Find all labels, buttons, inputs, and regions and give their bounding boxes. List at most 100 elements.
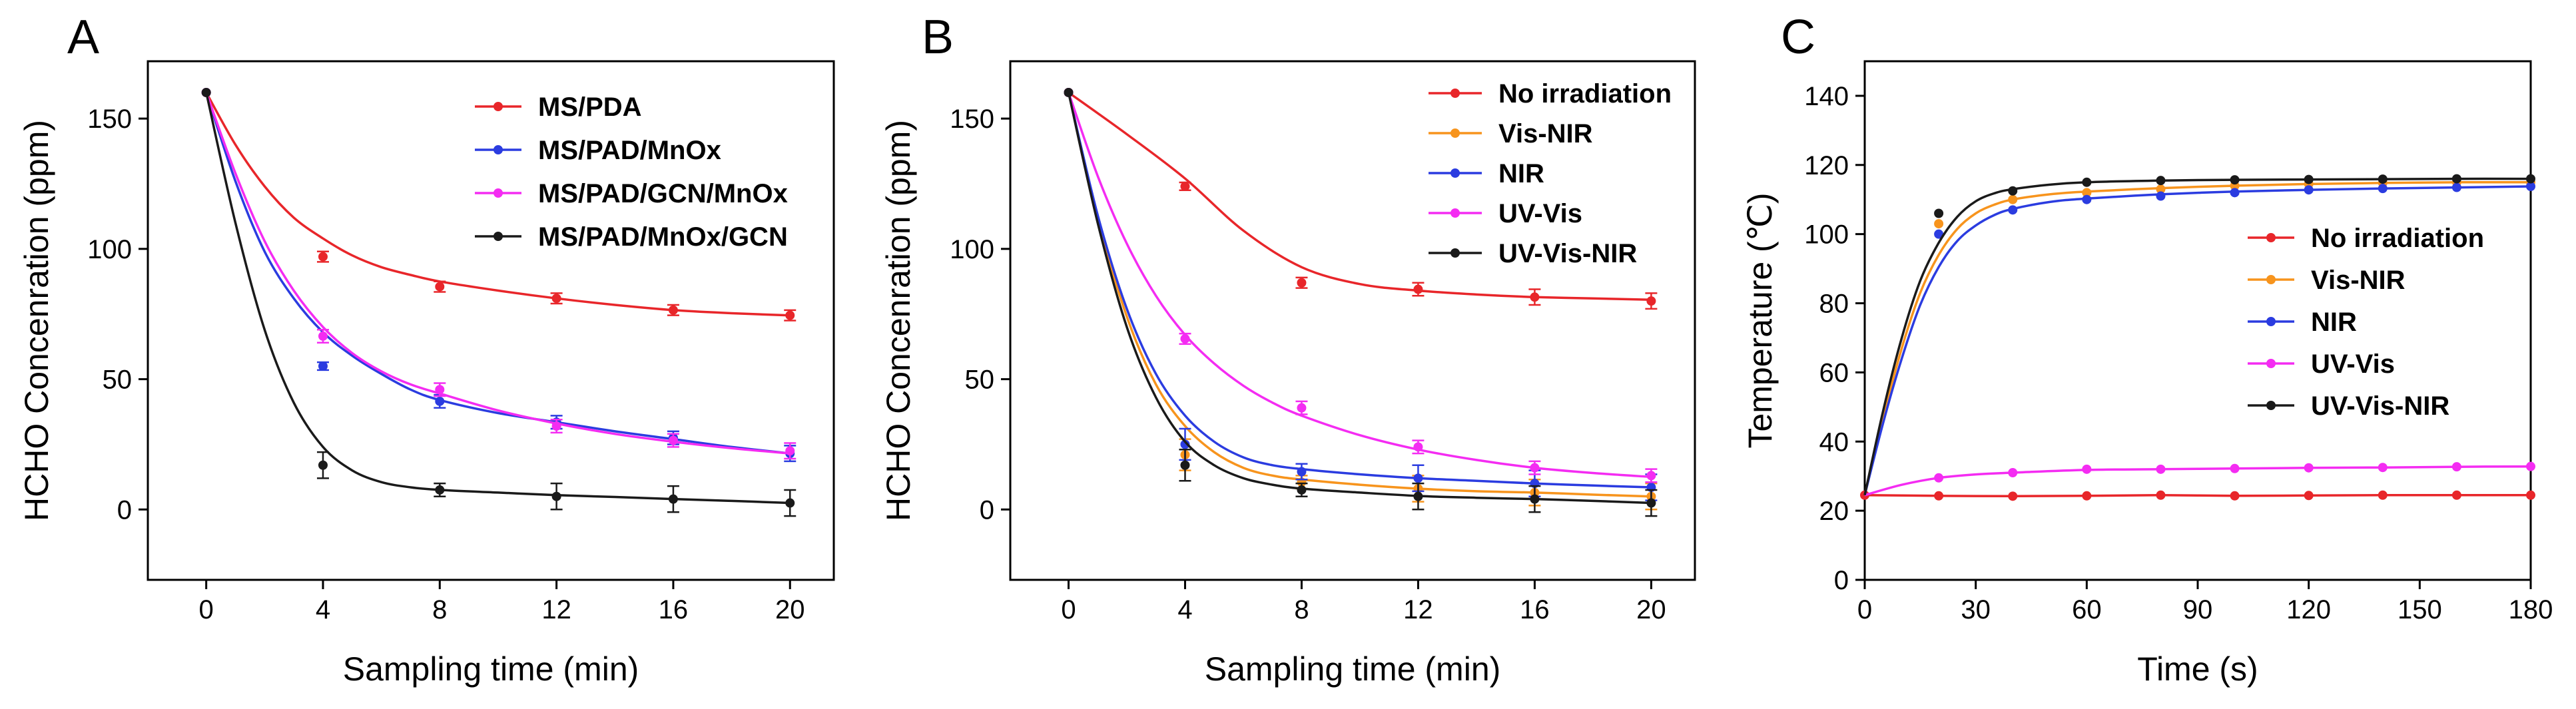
data-point bbox=[1934, 491, 1944, 501]
series-line bbox=[1067, 92, 1652, 498]
x-tick-label: 180 bbox=[2509, 595, 2553, 624]
legend-marker bbox=[493, 102, 503, 111]
series-line bbox=[1863, 185, 2531, 496]
legend-marker bbox=[2266, 233, 2276, 242]
y-tick-label: 100 bbox=[950, 235, 994, 264]
data-point bbox=[2156, 490, 2166, 500]
series-uv-vis bbox=[1064, 87, 1658, 483]
y-axis-label: Temperature (℃) bbox=[1742, 192, 1779, 448]
data-point bbox=[2230, 175, 2240, 185]
x-tick-label: 8 bbox=[1294, 595, 1309, 624]
data-point bbox=[1413, 473, 1423, 483]
data-point bbox=[1297, 278, 1307, 288]
series-line bbox=[1864, 465, 2531, 497]
data-point bbox=[1646, 498, 1656, 508]
series-line bbox=[1864, 494, 2531, 498]
series-line bbox=[1068, 91, 1652, 301]
data-point bbox=[2082, 491, 2092, 501]
data-point bbox=[2304, 185, 2314, 195]
series-no-irradiation bbox=[1860, 490, 2535, 501]
y-tick-label: 120 bbox=[1804, 151, 1849, 180]
data-point bbox=[1413, 442, 1423, 452]
data-point bbox=[2230, 188, 2240, 198]
data-point bbox=[318, 331, 328, 341]
data-point bbox=[2304, 463, 2314, 473]
data-point bbox=[1646, 296, 1656, 306]
data-point bbox=[1413, 284, 1423, 294]
x-tick-label: 20 bbox=[1636, 595, 1666, 624]
chart-panel-a: A 0 4 8 12 16 20 0 50 100 150 Sampling time (min) HC… bbox=[18, 11, 835, 688]
legend-label: NIR bbox=[2311, 308, 2357, 337]
legend-label: MS/PAD/MnOx/GCN bbox=[538, 222, 788, 252]
data-point bbox=[435, 385, 445, 395]
y-tick-label: 0 bbox=[980, 495, 994, 525]
data-point bbox=[551, 421, 561, 431]
data-point bbox=[1530, 292, 1540, 302]
data-point bbox=[318, 361, 328, 371]
data-point bbox=[318, 460, 328, 470]
y-tick-label: 40 bbox=[1819, 427, 1849, 457]
data-point bbox=[435, 396, 445, 406]
data-point bbox=[2526, 490, 2535, 500]
series-line bbox=[205, 92, 791, 455]
panel-label: A bbox=[67, 11, 99, 64]
data-point bbox=[2230, 463, 2240, 473]
data-point bbox=[1646, 471, 1656, 481]
x-tick-label: 0 bbox=[1061, 595, 1076, 624]
data-point bbox=[2008, 205, 2018, 215]
data-point bbox=[2156, 191, 2166, 201]
data-point bbox=[201, 87, 211, 97]
data-point bbox=[668, 494, 678, 504]
legend-label: MS/PDA bbox=[538, 93, 642, 122]
x-axis-label: Time (s) bbox=[2137, 650, 2258, 688]
series-line bbox=[1067, 92, 1652, 489]
data-point bbox=[2008, 491, 2018, 501]
data-point bbox=[2156, 176, 2166, 186]
legend-label: No irradiation bbox=[1498, 79, 1672, 109]
x-tick-label: 16 bbox=[1520, 595, 1550, 624]
data-point bbox=[785, 498, 795, 508]
legend-marker bbox=[2266, 275, 2276, 284]
legend-marker bbox=[1450, 208, 1460, 218]
series-ms-pad-mnox-gcn bbox=[201, 87, 797, 517]
data-point bbox=[2451, 462, 2461, 472]
data-point bbox=[1297, 467, 1307, 477]
data-point bbox=[668, 435, 678, 445]
x-axis-label: Sampling time (min) bbox=[343, 650, 639, 688]
x-tick-label: 90 bbox=[2183, 595, 2213, 624]
x-tick-label: 30 bbox=[1961, 595, 1991, 624]
y-tick-label: 0 bbox=[1834, 566, 1849, 595]
data-point bbox=[2008, 186, 2018, 196]
data-point bbox=[2526, 174, 2535, 184]
legend-marker bbox=[1450, 248, 1460, 258]
series-line bbox=[1863, 180, 2531, 496]
data-point bbox=[1934, 208, 1944, 218]
data-point bbox=[2082, 194, 2092, 204]
panel-label: B bbox=[922, 11, 954, 64]
legend-label: UV-Vis bbox=[1498, 199, 1582, 228]
data-point bbox=[1413, 491, 1423, 501]
series-line bbox=[204, 92, 791, 505]
series-nir bbox=[1863, 181, 2535, 496]
data-point bbox=[2378, 463, 2388, 473]
data-point bbox=[1180, 181, 1190, 191]
data-point bbox=[1530, 494, 1540, 504]
data-point bbox=[2008, 194, 2018, 204]
legend-label: No irradiation bbox=[2311, 224, 2484, 253]
x-tick-label: 12 bbox=[1403, 595, 1433, 624]
chart-panel-b: B 0 4 8 12 16 20 0 50 100 150 Sampling time (min) HC… bbox=[880, 11, 1696, 688]
data-point bbox=[1297, 403, 1307, 413]
data-point bbox=[2378, 184, 2388, 194]
data-point bbox=[1064, 87, 1074, 97]
x-tick-label: 0 bbox=[199, 595, 214, 624]
data-point bbox=[785, 446, 795, 456]
data-point bbox=[1934, 473, 1944, 483]
data-point bbox=[2156, 464, 2166, 474]
series-uv-vis-nir bbox=[1064, 87, 1658, 517]
x-tick-label: 4 bbox=[1177, 595, 1192, 624]
x-tick-label: 120 bbox=[2286, 595, 2331, 624]
legend-label: UV-Vis-NIR bbox=[1498, 239, 1637, 268]
x-tick-label: 60 bbox=[2072, 595, 2102, 624]
legend-label: NIR bbox=[1498, 159, 1544, 188]
